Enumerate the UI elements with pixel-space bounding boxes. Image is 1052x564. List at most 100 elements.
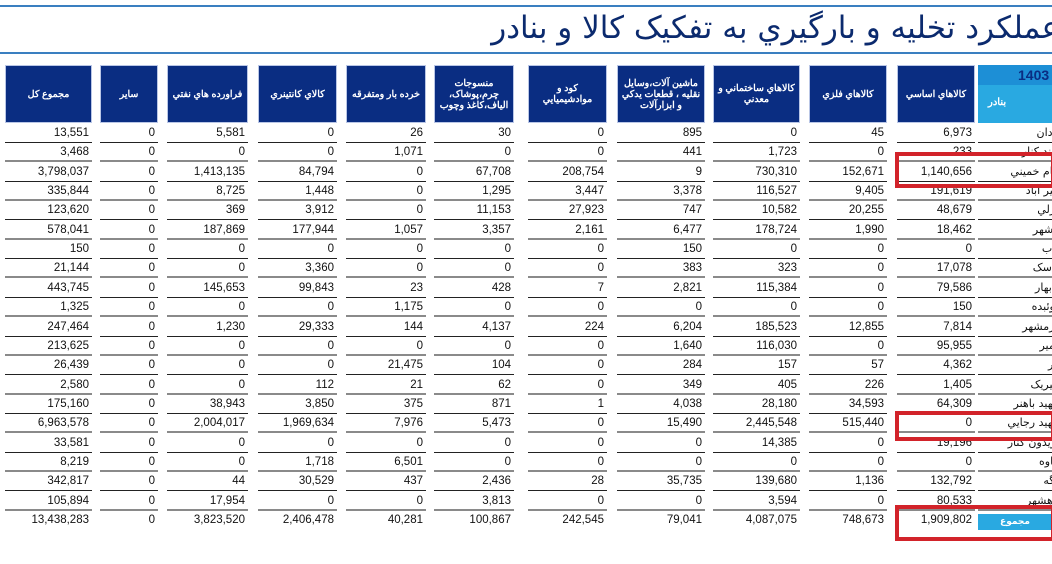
cell-basic-goods: 1,140,656	[897, 163, 975, 182]
cell-grand-total: 123,620	[5, 201, 92, 220]
port-name: خرمشهر	[978, 318, 1052, 337]
cell-textiles-leather-paper: 0	[434, 337, 514, 356]
total-cell-other: 0	[148, 514, 155, 526]
cell-fertilizer-chemicals: 0	[528, 356, 607, 375]
cell-fertilizer-chemicals: 0	[528, 453, 607, 472]
column-header-construction-mineral: کالاهاي ساختماني و معدني	[713, 65, 800, 123]
cell-grand-total: 2,580	[5, 376, 92, 395]
port-name: انزلي	[978, 201, 1052, 220]
cell-basic-goods: 95,955	[897, 337, 975, 356]
cell-fertilizer-chemicals: 0	[528, 143, 607, 162]
cell-container-goods: 0	[258, 356, 337, 375]
total-cell-machinery-vehicles: 79,041	[666, 514, 702, 526]
cell-metal-goods: 0	[809, 143, 887, 162]
cell-fertilizer-chemicals: 0	[528, 337, 607, 356]
cell-machinery-vehicles: 2,821	[617, 279, 705, 298]
highlight-box-shahid-rajaee	[895, 411, 1052, 441]
cell-machinery-vehicles: 6,204	[617, 318, 705, 337]
cell-other: 0	[100, 279, 158, 298]
cell-textiles-leather-paper: 0	[434, 240, 514, 259]
column-header-misc-cargo: خرده بار ومتفرقه	[346, 65, 426, 123]
cell-misc-cargo: 0	[346, 182, 426, 201]
cell-basic-goods: 17,078	[897, 259, 975, 278]
cell-machinery-vehicles: 1,640	[617, 337, 705, 356]
cell-construction-mineral: 139,680	[713, 472, 800, 491]
cell-petroleum-products: 44	[167, 472, 248, 491]
cell-machinery-vehicles: 0	[617, 492, 705, 511]
cell-machinery-vehicles: 3,378	[617, 182, 705, 201]
cell-machinery-vehicles: 284	[617, 356, 705, 375]
cell-grand-total: 578,041	[5, 221, 92, 240]
cell-basic-goods: 80,533	[897, 492, 975, 511]
cell-petroleum-products: 0	[167, 453, 248, 472]
cell-textiles-leather-paper: 11,153	[434, 201, 514, 220]
cell-construction-mineral: 0	[713, 298, 800, 317]
cell-petroleum-products: 0	[167, 434, 248, 453]
cell-petroleum-products: 5,581	[167, 124, 248, 143]
column-header-container-goods: کالاي کانتينري	[258, 65, 337, 123]
cell-textiles-leather-paper: 0	[434, 434, 514, 453]
port-name: شهيد رجايي	[978, 414, 1052, 433]
cell-textiles-leather-paper: 2,436	[434, 472, 514, 491]
cell-basic-goods: 6,973	[897, 124, 975, 143]
total-cell-misc-cargo: 40,281	[387, 514, 423, 526]
cell-metal-goods: 34,593	[809, 395, 887, 414]
cell-container-goods: 0	[258, 337, 337, 356]
cell-construction-mineral: 3,594	[713, 492, 800, 511]
cell-misc-cargo: 144	[346, 318, 426, 337]
cell-grand-total: 150	[5, 240, 92, 259]
cell-petroleum-products: 38,943	[167, 395, 248, 414]
cell-machinery-vehicles: 15,490	[617, 414, 705, 433]
port-name: خمير	[978, 337, 1052, 356]
column-header-petroleum-products: فراورده هاي نفتي	[167, 65, 248, 123]
cell-other: 0	[100, 221, 158, 240]
cell-grand-total: 213,625	[5, 337, 92, 356]
column-header-grand-total: مجموع کل	[5, 65, 92, 123]
cell-textiles-leather-paper: 3,813	[434, 492, 514, 511]
year-label: 1403	[978, 65, 1052, 85]
cell-metal-goods: 0	[809, 259, 887, 278]
cell-other: 0	[100, 337, 158, 356]
cell-container-goods: 3,850	[258, 395, 337, 414]
cell-fertilizer-chemicals: 2,161	[528, 221, 607, 240]
title-top-rule	[0, 5, 1052, 7]
port-name: جاسک	[978, 259, 1052, 278]
cell-other: 0	[100, 182, 158, 201]
cell-petroleum-products: 1,230	[167, 318, 248, 337]
port-name: بوشهر	[978, 221, 1052, 240]
total-cell-petroleum-products: 3,823,520	[193, 514, 245, 526]
cell-container-goods: 1,969,634	[258, 414, 337, 433]
port-name: آبادان	[978, 124, 1052, 143]
cell-fertilizer-chemicals: 0	[528, 414, 607, 433]
cell-basic-goods: 0	[897, 414, 975, 433]
cell-grand-total: 21,144	[5, 259, 92, 278]
cell-grand-total: 175,160	[5, 395, 92, 414]
cell-petroleum-products: 0	[167, 240, 248, 259]
cell-machinery-vehicles: 349	[617, 376, 705, 395]
total-cell-textiles-leather-paper: 100,867	[469, 514, 511, 526]
cell-grand-total: 247,464	[5, 318, 92, 337]
cell-other: 0	[100, 259, 158, 278]
cell-fertilizer-chemicals: 0	[528, 124, 607, 143]
cell-basic-goods: 79,586	[897, 279, 975, 298]
cell-textiles-leather-paper: 0	[434, 259, 514, 278]
port-name: چوئبده	[978, 298, 1052, 317]
cell-construction-mineral: 116,527	[713, 182, 800, 201]
cell-misc-cargo: 0	[346, 259, 426, 278]
cell-container-goods: 30,529	[258, 472, 337, 491]
cell-other: 0	[100, 163, 158, 182]
cell-container-goods: 84,794	[258, 163, 337, 182]
cell-container-goods: 29,333	[258, 318, 337, 337]
cell-petroleum-products: 1,413,135	[167, 163, 248, 182]
cell-construction-mineral: 10,582	[713, 201, 800, 220]
cell-fertilizer-chemicals: 0	[528, 259, 607, 278]
cell-fertilizer-chemicals: 224	[528, 318, 607, 337]
total-cell-metal-goods: 748,673	[842, 514, 884, 526]
cell-fertilizer-chemicals: 0	[528, 240, 607, 259]
port-name: امام خميني	[978, 163, 1052, 182]
cell-textiles-leather-paper: 1,295	[434, 182, 514, 201]
cell-petroleum-products: 187,869	[167, 221, 248, 240]
cell-other: 0	[100, 376, 158, 395]
cell-basic-goods: 191,619	[897, 182, 975, 201]
port-name: چابهار	[978, 279, 1052, 298]
